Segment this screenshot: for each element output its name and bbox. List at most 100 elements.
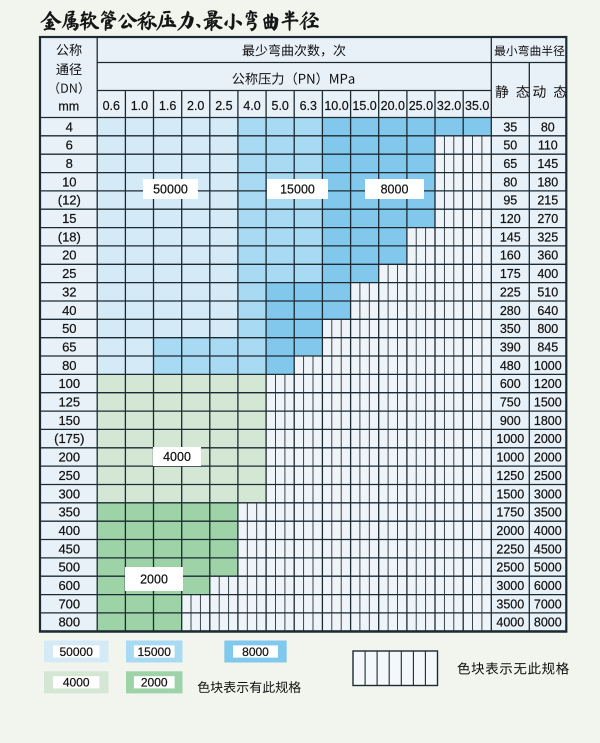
- svg-text:2.0: 2.0: [187, 99, 204, 113]
- svg-text:5.0: 5.0: [272, 99, 289, 113]
- svg-text:8000: 8000: [534, 616, 562, 630]
- svg-text:450: 450: [58, 541, 80, 556]
- svg-text:1000: 1000: [496, 432, 524, 446]
- svg-text:1.0: 1.0: [131, 99, 148, 113]
- svg-text:1000: 1000: [534, 359, 562, 373]
- svg-text:(175): (175): [54, 431, 84, 446]
- svg-text:120: 120: [500, 212, 521, 226]
- svg-text:500: 500: [58, 560, 80, 575]
- svg-text:175: 175: [500, 267, 521, 281]
- svg-text:2000: 2000: [141, 676, 168, 690]
- svg-text:700: 700: [58, 596, 80, 611]
- svg-text:800: 800: [58, 615, 80, 630]
- svg-text:350: 350: [500, 322, 521, 336]
- svg-text:32.0: 32.0: [437, 99, 461, 113]
- svg-text:110: 110: [538, 139, 558, 153]
- svg-text:125: 125: [58, 395, 80, 410]
- svg-text:600: 600: [500, 377, 521, 391]
- svg-text:0.6: 0.6: [103, 99, 120, 113]
- svg-text:2000: 2000: [140, 573, 168, 587]
- svg-text:20.0: 20.0: [381, 99, 405, 113]
- svg-text:270: 270: [537, 212, 558, 226]
- svg-text:10.0: 10.0: [324, 99, 348, 113]
- svg-text:600: 600: [58, 578, 80, 593]
- svg-text:640: 640: [537, 304, 558, 318]
- svg-text:25: 25: [62, 266, 76, 281]
- svg-text:1800: 1800: [534, 414, 562, 428]
- svg-text:280: 280: [500, 304, 521, 318]
- svg-text:95: 95: [503, 194, 517, 208]
- svg-text:350: 350: [58, 505, 80, 520]
- svg-text:25.0: 25.0: [409, 99, 433, 113]
- svg-text:2500: 2500: [496, 561, 524, 575]
- svg-text:845: 845: [537, 341, 558, 355]
- svg-text:4: 4: [66, 119, 73, 134]
- svg-text:145: 145: [537, 157, 558, 171]
- svg-text:15000: 15000: [138, 645, 172, 659]
- svg-text:1000: 1000: [496, 451, 524, 465]
- svg-text:40: 40: [62, 303, 76, 318]
- svg-text:1500: 1500: [496, 487, 524, 501]
- svg-text:32: 32: [62, 284, 76, 299]
- svg-text:(12): (12): [58, 193, 81, 208]
- svg-text:80: 80: [503, 175, 517, 189]
- svg-text:180: 180: [537, 175, 558, 189]
- svg-text:1750: 1750: [496, 506, 524, 520]
- svg-text:480: 480: [500, 359, 521, 373]
- svg-text:20: 20: [62, 248, 76, 263]
- svg-text:750: 750: [500, 396, 521, 410]
- svg-text:225: 225: [500, 285, 521, 299]
- svg-text:8000: 8000: [242, 645, 269, 659]
- svg-text:8: 8: [66, 156, 73, 171]
- svg-text:50: 50: [503, 139, 517, 153]
- svg-text:200: 200: [58, 450, 80, 465]
- svg-text:100: 100: [58, 376, 80, 391]
- svg-text:800: 800: [537, 322, 558, 336]
- svg-text:3000: 3000: [534, 487, 562, 501]
- svg-text:2000: 2000: [496, 524, 524, 538]
- svg-text:65: 65: [503, 157, 517, 171]
- svg-text:3000: 3000: [496, 579, 524, 593]
- svg-text:900: 900: [500, 414, 521, 428]
- svg-text:215: 215: [537, 194, 558, 208]
- svg-text:15000: 15000: [280, 183, 315, 197]
- svg-text:65: 65: [62, 340, 76, 355]
- svg-text:15: 15: [62, 211, 76, 226]
- svg-text:400: 400: [537, 267, 558, 281]
- svg-text:80: 80: [62, 358, 76, 373]
- svg-text:(18): (18): [58, 229, 81, 244]
- svg-text:mm: mm: [58, 100, 79, 114]
- svg-text:160: 160: [500, 249, 521, 263]
- svg-text:35.0: 35.0: [465, 99, 489, 113]
- svg-text:3500: 3500: [496, 597, 524, 611]
- svg-text:150: 150: [58, 413, 80, 428]
- svg-text:250: 250: [58, 468, 80, 483]
- svg-text:6.3: 6.3: [300, 99, 317, 113]
- svg-text:1250: 1250: [496, 469, 524, 483]
- svg-text:50000: 50000: [60, 645, 94, 659]
- svg-text:145: 145: [500, 230, 521, 244]
- svg-text:4000: 4000: [63, 676, 90, 690]
- svg-text:325: 325: [537, 230, 558, 244]
- svg-text:5000: 5000: [534, 561, 562, 575]
- svg-text:4.0: 4.0: [243, 99, 260, 113]
- svg-text:50: 50: [62, 321, 76, 336]
- svg-text:360: 360: [537, 249, 558, 263]
- svg-text:4000: 4000: [163, 450, 191, 464]
- svg-text:7000: 7000: [534, 597, 562, 611]
- svg-text:390: 390: [500, 341, 521, 355]
- svg-text:10: 10: [62, 174, 76, 189]
- svg-text:300: 300: [58, 486, 80, 501]
- svg-text:50000: 50000: [153, 183, 188, 197]
- svg-text:2500: 2500: [534, 469, 562, 483]
- svg-text:3500: 3500: [534, 506, 562, 520]
- svg-text:4500: 4500: [534, 542, 562, 556]
- svg-text:6000: 6000: [534, 579, 562, 593]
- svg-text:15.0: 15.0: [352, 99, 376, 113]
- svg-text:4000: 4000: [534, 524, 562, 538]
- svg-text:4000: 4000: [496, 616, 524, 630]
- svg-text:6: 6: [66, 138, 73, 153]
- svg-text:1.6: 1.6: [159, 99, 176, 113]
- svg-text:1500: 1500: [534, 396, 562, 410]
- svg-text:2250: 2250: [496, 542, 524, 556]
